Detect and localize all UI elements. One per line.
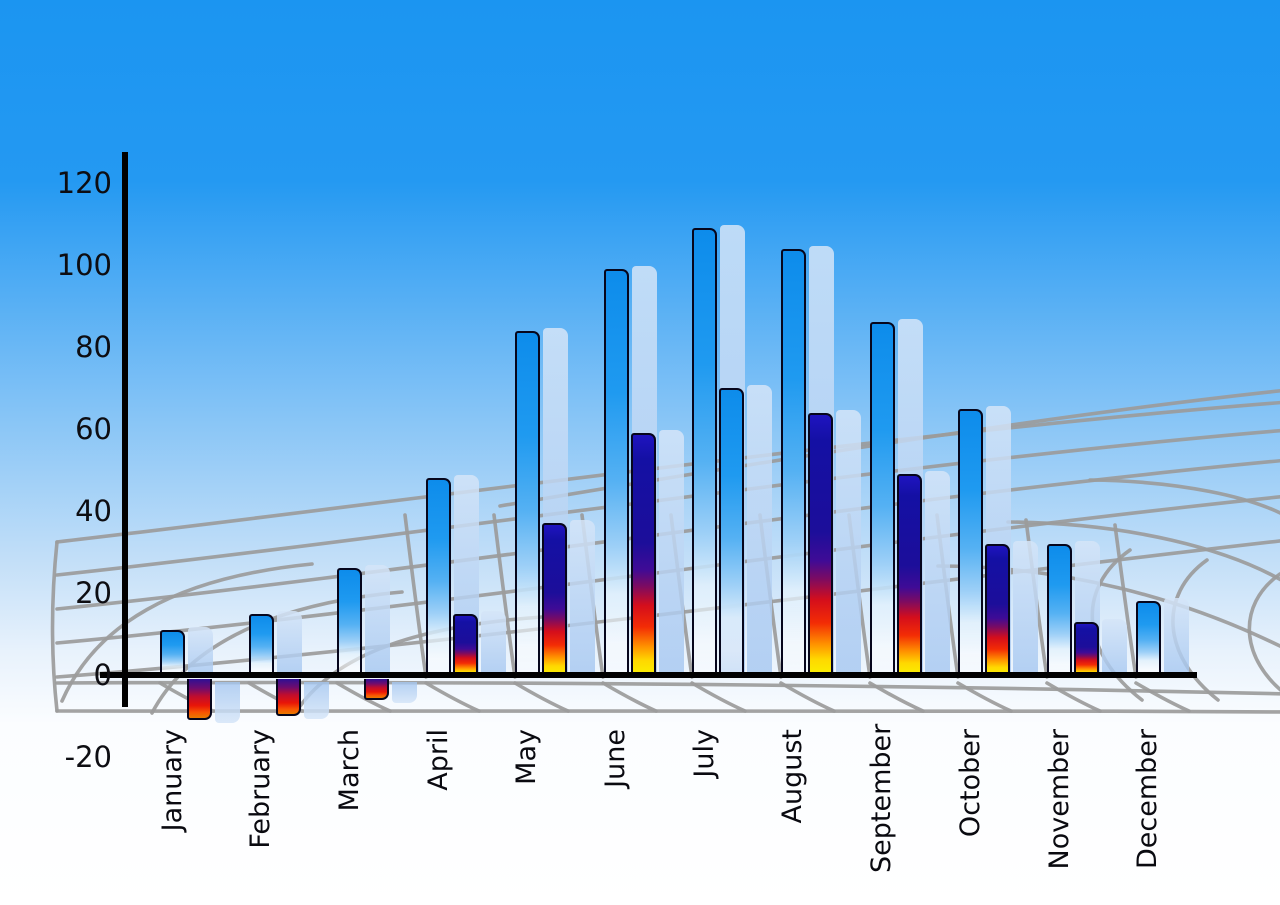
bar-shadow <box>747 385 773 675</box>
bar-october-primary <box>958 408 984 675</box>
y-axis-tick-label: 60 <box>75 412 112 446</box>
x-axis-month-label: April <box>422 729 454 791</box>
bar-january-secondary <box>187 679 212 720</box>
bar-march-primary <box>337 568 363 675</box>
y-axis-tick-label: 120 <box>56 166 112 200</box>
x-axis-month-label: January <box>156 729 188 832</box>
bar-october-secondary <box>985 543 1011 675</box>
y-axis-tick-label: -20 <box>64 740 112 774</box>
x-axis-month-label: August <box>777 729 809 824</box>
y-axis-tick-label: 20 <box>75 576 112 610</box>
y-axis-tick-label: 0 <box>93 658 112 692</box>
y-axis-line <box>122 152 128 707</box>
bar-march-secondary <box>364 679 390 700</box>
x-axis-month-label: December <box>1132 729 1164 870</box>
bar-shadow <box>1163 598 1189 675</box>
y-axis-tick-label: 40 <box>75 494 112 528</box>
bar-shadow <box>303 682 329 719</box>
bar-shadow <box>924 471 950 675</box>
bar-august-secondary <box>807 412 833 675</box>
x-axis-month-label: March <box>333 729 365 812</box>
y-axis-tick-label: 80 <box>75 330 112 364</box>
bar-shadow <box>658 430 684 675</box>
bar-november-secondary <box>1074 621 1099 675</box>
bar-shadow <box>365 565 391 675</box>
bar-shadow <box>569 520 595 675</box>
bar-july-primary <box>692 228 718 675</box>
x-axis-month-label: May <box>511 729 543 785</box>
bar-shadow <box>1102 618 1127 675</box>
bar-shadow <box>1013 540 1039 675</box>
bar-may-primary <box>514 330 540 675</box>
bar-shadow <box>215 682 240 723</box>
bar-november-primary <box>1047 543 1072 675</box>
bar-june-primary <box>603 269 629 675</box>
bar-may-secondary <box>541 523 567 675</box>
bar-august-primary <box>780 248 806 675</box>
bar-september-primary <box>869 322 895 675</box>
bar-july-secondary <box>719 388 745 675</box>
x-axis-month-label: September <box>866 723 898 873</box>
bar-february-primary <box>248 613 274 675</box>
bar-september-secondary <box>896 474 922 675</box>
y-axis-tick-label: 100 <box>56 248 112 282</box>
x-axis-month-label: July <box>688 729 720 778</box>
bar-shadow <box>481 610 507 675</box>
bar-december-primary <box>1135 601 1161 675</box>
bar-april-primary <box>426 478 452 675</box>
bar-shadow <box>276 610 302 675</box>
bar-june-secondary <box>630 433 656 675</box>
bar-april-secondary <box>453 613 479 675</box>
x-axis-month-label: October <box>954 729 986 838</box>
x-axis-month-label: November <box>1043 729 1075 870</box>
x-axis-line <box>100 672 1197 678</box>
bar-shadow <box>392 682 418 703</box>
x-axis-month-label: June <box>600 729 631 788</box>
bar-shadow <box>835 409 861 675</box>
x-axis-month-label: February <box>245 729 277 849</box>
bar-january-primary <box>160 629 185 675</box>
bar-shadow <box>188 626 213 675</box>
bar-february-secondary <box>275 679 301 716</box>
